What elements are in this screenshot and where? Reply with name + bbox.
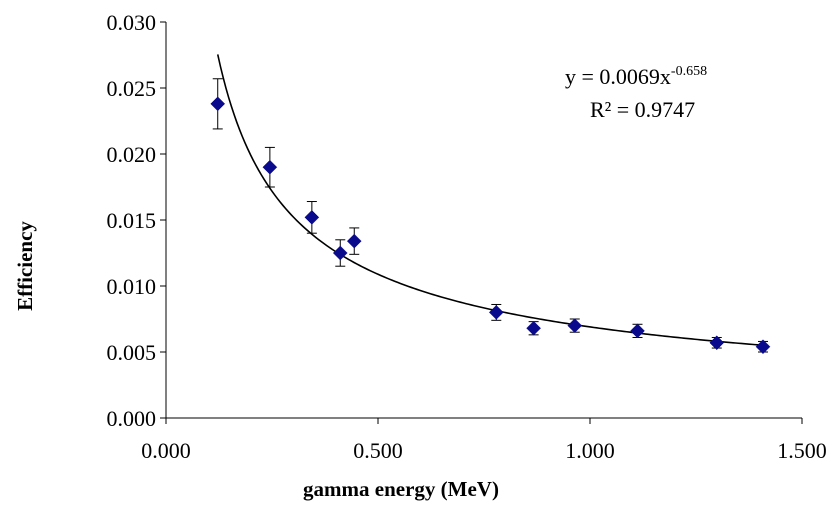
data-point — [304, 210, 320, 225]
data-point — [332, 245, 348, 261]
x-tick-label: 0.000 — [141, 438, 191, 463]
data-point — [210, 96, 226, 112]
y-axis-ticks: 0.000 0.005 0.010 0.015 0.020 0.025 0.030 — [107, 10, 166, 431]
x-axis-title: gamma energy (MeV) — [303, 477, 499, 501]
y-tick-label: 0.000 — [107, 406, 157, 431]
data-point — [262, 159, 278, 175]
trendline-equation: y = 0.0069x-0.658 — [565, 64, 707, 89]
data-point — [630, 323, 645, 339]
plot-area — [165, 22, 802, 419]
data-points — [210, 96, 771, 355]
x-tick-label: 0.500 — [353, 438, 403, 463]
r-squared-label: R² = 0.9747 — [590, 97, 695, 122]
y-tick-label: 0.025 — [107, 76, 157, 101]
x-tick-label: 1.000 — [565, 438, 615, 463]
y-tick-label: 0.015 — [107, 208, 157, 233]
data-point — [488, 305, 504, 320]
data-point — [346, 233, 362, 249]
equation-base: y = 0.0069x — [565, 64, 671, 89]
y-tick-label: 0.030 — [107, 10, 157, 35]
data-point — [755, 339, 771, 355]
y-tick-label: 0.005 — [107, 340, 157, 365]
x-tick-label: 1.500 — [777, 438, 827, 463]
trendline-group — [216, 54, 764, 347]
y-axis-title: Efficiency — [13, 221, 37, 311]
y-tick-label: 0.020 — [107, 142, 157, 167]
data-point — [709, 335, 725, 351]
equation-exponent: -0.658 — [671, 64, 707, 79]
power-trendline — [216, 54, 764, 347]
x-axis-ticks: 0.000 0.500 1.000 1.500 — [141, 418, 827, 463]
data-point — [567, 318, 583, 333]
data-point — [526, 320, 541, 336]
y-tick-label: 0.010 — [107, 274, 157, 299]
